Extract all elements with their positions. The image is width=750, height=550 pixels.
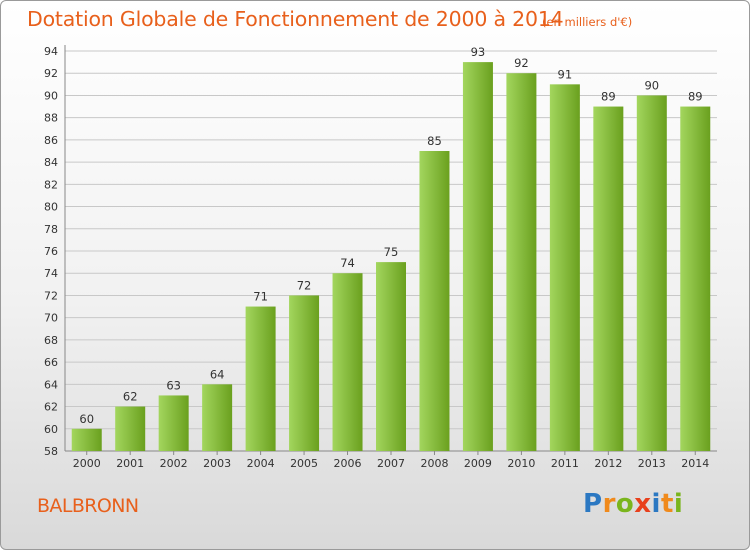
y-tick-label: 84	[44, 156, 58, 169]
commune-name: BALBRONN	[37, 495, 139, 517]
x-tick-label: 2001	[116, 457, 144, 470]
data-label: 60	[79, 412, 94, 426]
x-tick-label: 2014	[681, 457, 709, 470]
logo-letter: P	[583, 489, 603, 519]
bar-2011	[549, 84, 580, 451]
data-label: 85	[427, 134, 442, 148]
data-label: 74	[340, 256, 355, 270]
data-label: 62	[123, 390, 138, 404]
bar-2000	[71, 428, 102, 451]
bar-2012	[593, 106, 624, 452]
x-tick-label: 2007	[377, 457, 405, 470]
bar-2002	[158, 395, 189, 451]
y-tick-label: 66	[44, 356, 58, 369]
y-tick-label: 60	[44, 423, 58, 436]
bar-2004	[245, 306, 276, 451]
y-tick-labels: 58 60 62 64 66 68 70 72 74 76 78 80 82 84 86 88 90 92 94	[44, 45, 58, 458]
bar-2003	[202, 384, 233, 451]
x-tick-label: 2010	[507, 457, 535, 470]
y-tick-label: 62	[44, 401, 58, 414]
x-tick-label: 2002	[160, 457, 188, 470]
data-label: 64	[210, 367, 225, 381]
logo-letter: i	[651, 489, 661, 519]
x-tick-label: 2004	[247, 457, 275, 470]
y-tick-label: 92	[44, 67, 58, 80]
data-labels: 60 62 63 64 71 72 74 75 85 93 92 91 89 90 89	[79, 45, 702, 426]
logo-letter: i	[673, 489, 684, 519]
chart-unit: (en milliers d'€)	[542, 15, 633, 29]
bar-2006	[332, 273, 363, 451]
y-tick-label: 90	[44, 89, 58, 102]
bars	[71, 62, 711, 452]
x-tick-label: 2003	[203, 457, 231, 470]
bar-2013	[636, 95, 667, 451]
logo-letter: x	[634, 489, 652, 519]
data-label: 92	[514, 56, 529, 70]
y-tick-label: 58	[44, 445, 58, 458]
x-tick-label: 2005	[290, 457, 318, 470]
data-label: 75	[384, 245, 399, 259]
data-label: 91	[558, 67, 573, 81]
y-tick-label: 88	[44, 112, 58, 125]
y-tick-label: 64	[44, 378, 58, 391]
y-tick-label: 94	[44, 45, 58, 58]
x-tick-labels: 2000 2001 2002 2003 2004 2005 2006 2007 2008 2009…	[73, 457, 710, 470]
x-tick-label: 2006	[334, 457, 362, 470]
y-tick-label: 72	[44, 289, 58, 302]
x-tick-label: 2008	[420, 457, 448, 470]
chart-title: Dotation Globale de Fonctionnement de 20…	[27, 7, 564, 31]
x-tick-label: 2000	[73, 457, 101, 470]
data-label: 71	[253, 290, 268, 304]
data-label: 63	[166, 378, 181, 392]
y-tick-label: 76	[44, 245, 58, 258]
y-tick-label: 78	[44, 223, 58, 236]
data-label: 93	[471, 45, 486, 59]
logo-letter: r	[602, 489, 616, 519]
y-tick-label: 68	[44, 334, 58, 347]
data-label: 72	[297, 278, 312, 292]
x-tick-label: 2011	[551, 457, 579, 470]
bar-2010	[506, 73, 537, 451]
y-tick-label: 80	[44, 201, 58, 214]
bar-2005	[289, 295, 320, 451]
bar-2008	[419, 151, 450, 451]
y-tick-label: 74	[44, 267, 58, 280]
bar-2001	[115, 406, 146, 451]
data-label: 89	[688, 90, 703, 104]
y-tick-label: 82	[44, 178, 58, 191]
logo-letter: o	[615, 489, 635, 519]
y-tick-label: 70	[44, 312, 58, 325]
x-tick-label: 2012	[594, 457, 622, 470]
bar-2014	[680, 106, 711, 452]
bar-2009	[462, 62, 493, 451]
logo-letter: t	[660, 489, 674, 519]
bar-2007	[376, 262, 406, 451]
data-label: 90	[644, 78, 659, 92]
proxiti-logo: Proxiti	[583, 489, 683, 519]
y-tick-label: 86	[44, 134, 58, 147]
x-tick-label: 2013	[638, 457, 666, 470]
data-label: 89	[601, 90, 616, 104]
x-tick-label: 2009	[464, 457, 492, 470]
